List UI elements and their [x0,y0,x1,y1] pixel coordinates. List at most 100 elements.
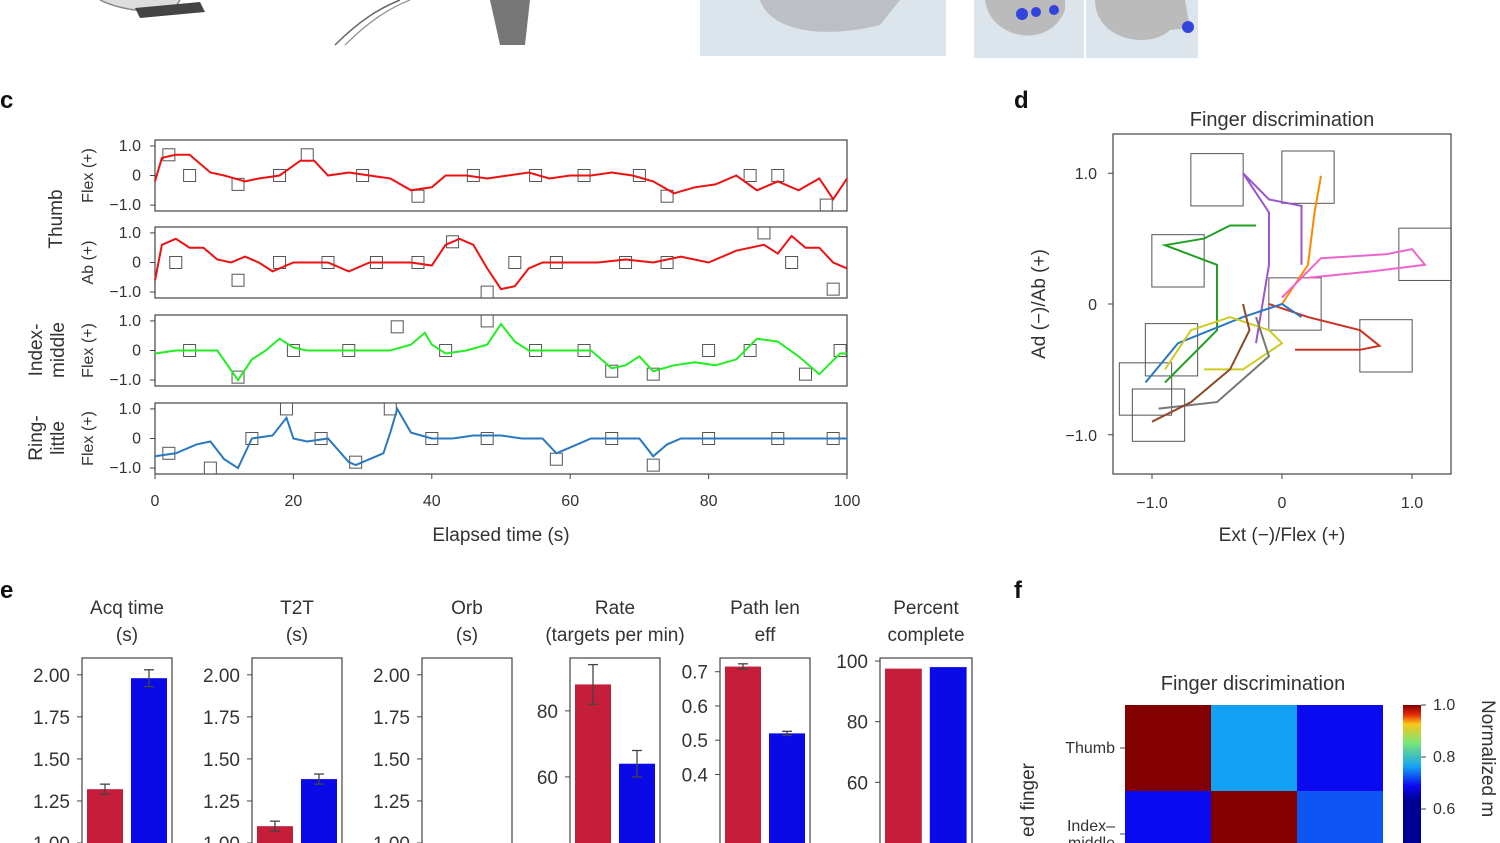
bar-frame [251,657,343,843]
target-box [826,282,840,296]
y-tick-label: 60 [537,768,558,789]
trajectory-line [1164,316,1284,371]
bar-title: (s) [456,625,478,646]
panel-f-heatmap: Finger discrimination Thumb Index–middle ed… [1018,673,1498,843]
bar-title: Percent [893,598,959,619]
y-tick-label: 60 [847,773,868,794]
target-box [480,432,494,445]
panel-d-trajectories: Finger discrimination −1.0 0 1.0 1.0 0 −1.0 Ext… [1029,109,1452,546]
bar [929,667,967,843]
target-box [549,452,563,466]
bar [87,789,123,843]
x-axis-label: Ext (−)/Flex (+) [1219,525,1346,546]
trace-line [154,153,848,201]
target-box [183,169,197,182]
panel-label-d: d [1014,87,1029,114]
bar [725,666,761,843]
bar-frame [569,657,661,843]
colorbar-tick-label: 0.6 [1433,801,1455,818]
target-box [798,367,812,381]
y-tick-label: 1.00 [373,834,410,843]
bar-title: (targets per min) [545,625,684,646]
bar-frame [879,657,973,843]
target-box [286,344,300,357]
bar [885,668,922,843]
target-box [480,314,494,328]
panel-label-e: e [0,577,13,604]
bar [131,678,167,843]
heatmap-cell [1211,705,1297,791]
colorbar-tick-label: 1.0 [1433,697,1455,714]
bar-frame [421,657,513,843]
series-label: Flex (+) [80,148,97,203]
heatmap-cell [1211,791,1297,843]
y-axis-label: Ad (−)/Ab (+) [1029,249,1050,359]
x-tick-label: 20 [285,493,303,510]
heatmap-cell [1125,791,1211,843]
target-box [446,235,460,249]
trajectory-line [1158,316,1271,410]
panel-label-f: f [1014,577,1023,604]
target-box [231,273,245,287]
target-box [819,198,833,212]
y-tick-label: 0.4 [682,765,709,786]
y-tick-label: 1.0 [119,313,141,330]
bar [257,826,293,843]
y-tick-label: −1.0 [109,372,141,389]
row-label: Index–middle [1067,818,1115,843]
bar-title: Rate [595,598,635,619]
bar-title: Orb [451,598,483,619]
group-label: Thumb [46,189,67,248]
y-tick-label: 1.0 [119,138,141,155]
target-box [411,189,425,203]
y-tick-label: 1.75 [33,708,70,729]
trajectory-line [1144,302,1303,384]
y-tick-label: 2.00 [373,666,410,687]
target-box [169,256,183,269]
arc-line-icon [334,0,401,46]
y-tick-label: 2.00 [203,666,240,687]
trace-line [154,322,847,382]
target-box [1359,319,1413,373]
bar-title: complete [887,625,964,646]
y-tick-label: 1.00 [33,834,70,843]
target-box [508,256,522,269]
colorbar-tick-label: 0.8 [1433,749,1455,766]
trajectory-line [1161,224,1256,384]
panel-c-traces: 1.0 0 −1.0 Flex (+) 1.0 0 −1.0 Ab (+) 1.0 0 −1.0 Fl… [26,138,860,546]
target-box [646,367,660,381]
target-box [605,364,619,378]
target-box [785,256,799,269]
colorbar-label: Normalized m [1477,700,1498,817]
x-tick-label: 100 [834,493,861,510]
target-box [646,458,660,472]
y-tick-label: 1.0 [119,401,141,418]
y-tick-label: 1.25 [203,792,240,813]
x-tick-label: 60 [561,493,579,510]
y-tick-label: 1.25 [33,792,70,813]
y-axis-label: ed finger [1018,762,1039,837]
y-tick-label: 1.50 [203,750,240,771]
target-marker-icon [1016,8,1028,20]
y-tick-label: 0 [132,168,141,185]
target-box [203,461,217,475]
y-tick-label: −1.0 [1065,428,1097,445]
target-box [660,256,674,269]
series-label: Flex (+) [80,411,97,466]
target-box [757,226,771,240]
target-marker-icon [1182,21,1194,33]
y-tick-label: 0 [1088,297,1097,314]
y-tick-label: −1.0 [109,284,141,301]
bar-title: eff [755,625,777,646]
target-box [1398,227,1452,281]
y-tick-label: 0.5 [682,731,708,752]
target-box [1131,388,1186,442]
y-tick-label: 100 [836,652,868,673]
x-axis-label: Elapsed time (s) [432,525,569,546]
y-tick-label: 0 [132,343,141,360]
x-tick-label: 80 [700,493,718,510]
y-tick-label: 0.7 [682,663,708,684]
y-tick-label: 2.00 [33,666,70,687]
trajectory-line [1268,303,1382,351]
